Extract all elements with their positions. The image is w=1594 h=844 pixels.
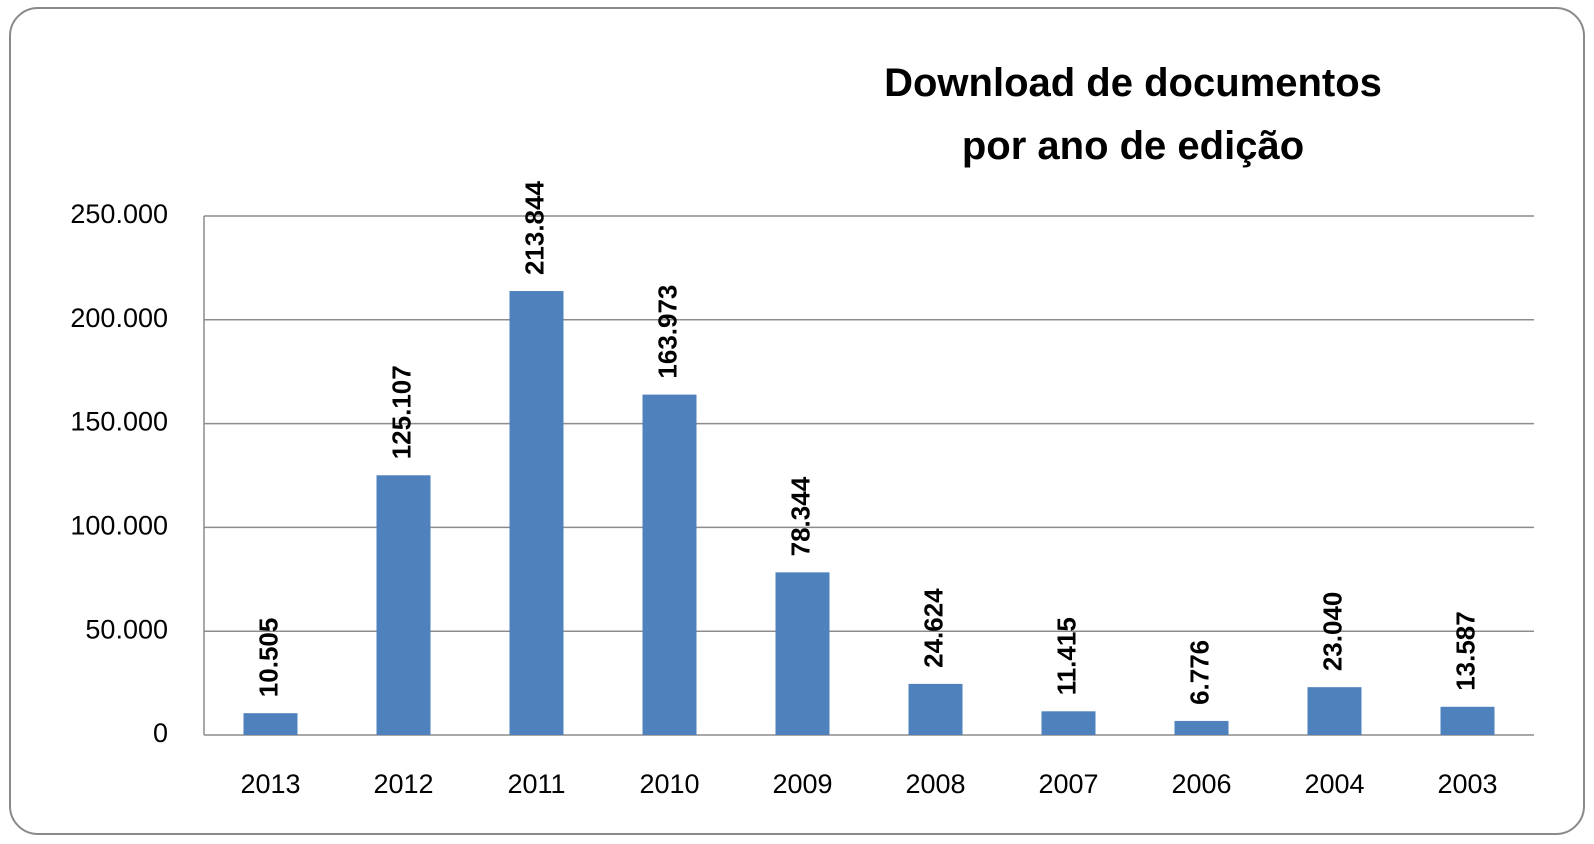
bar [1174, 720, 1229, 735]
bar [509, 291, 564, 735]
y-tick-label: 100.000 [70, 511, 168, 541]
x-tick-label: 2013 [240, 769, 300, 799]
x-tick-label: 2008 [905, 769, 965, 799]
data-label: 6.776 [1184, 640, 1214, 705]
bar [1307, 687, 1362, 735]
bar [642, 394, 697, 735]
x-tick-label: 2009 [772, 769, 832, 799]
data-label: 23.040 [1317, 592, 1347, 672]
y-tick-label: 50.000 [85, 614, 168, 644]
data-label: 10.505 [253, 618, 283, 698]
x-tick-label: 2004 [1304, 769, 1364, 799]
x-tick-label: 2006 [1171, 769, 1231, 799]
bar [243, 713, 298, 735]
data-label: 213.844 [519, 181, 549, 276]
bar [1041, 711, 1096, 735]
y-tick-label: 150.000 [70, 407, 168, 437]
chart-title: Download de documentos por ano de edição [884, 61, 1382, 168]
y-tick-label: 0 [153, 718, 168, 748]
x-tick-label: 2010 [639, 769, 699, 799]
data-label: 13.587 [1450, 611, 1480, 691]
data-label: 11.415 [1051, 617, 1081, 695]
y-tick-label: 250.000 [70, 199, 168, 229]
x-tick-label: 2003 [1437, 769, 1497, 799]
data-label: 163.973 [652, 285, 682, 379]
bar [1440, 706, 1495, 735]
x-tick-label: 2011 [507, 769, 565, 799]
bar [908, 683, 963, 735]
data-label: 78.344 [785, 476, 815, 556]
data-label: 24.624 [918, 588, 948, 668]
bar [775, 572, 830, 735]
x-tick-label: 2007 [1038, 769, 1098, 799]
x-tick-label: 2012 [373, 769, 433, 799]
y-tick-label: 200.000 [70, 303, 168, 333]
bar [376, 475, 431, 735]
data-label: 125.107 [386, 365, 416, 459]
